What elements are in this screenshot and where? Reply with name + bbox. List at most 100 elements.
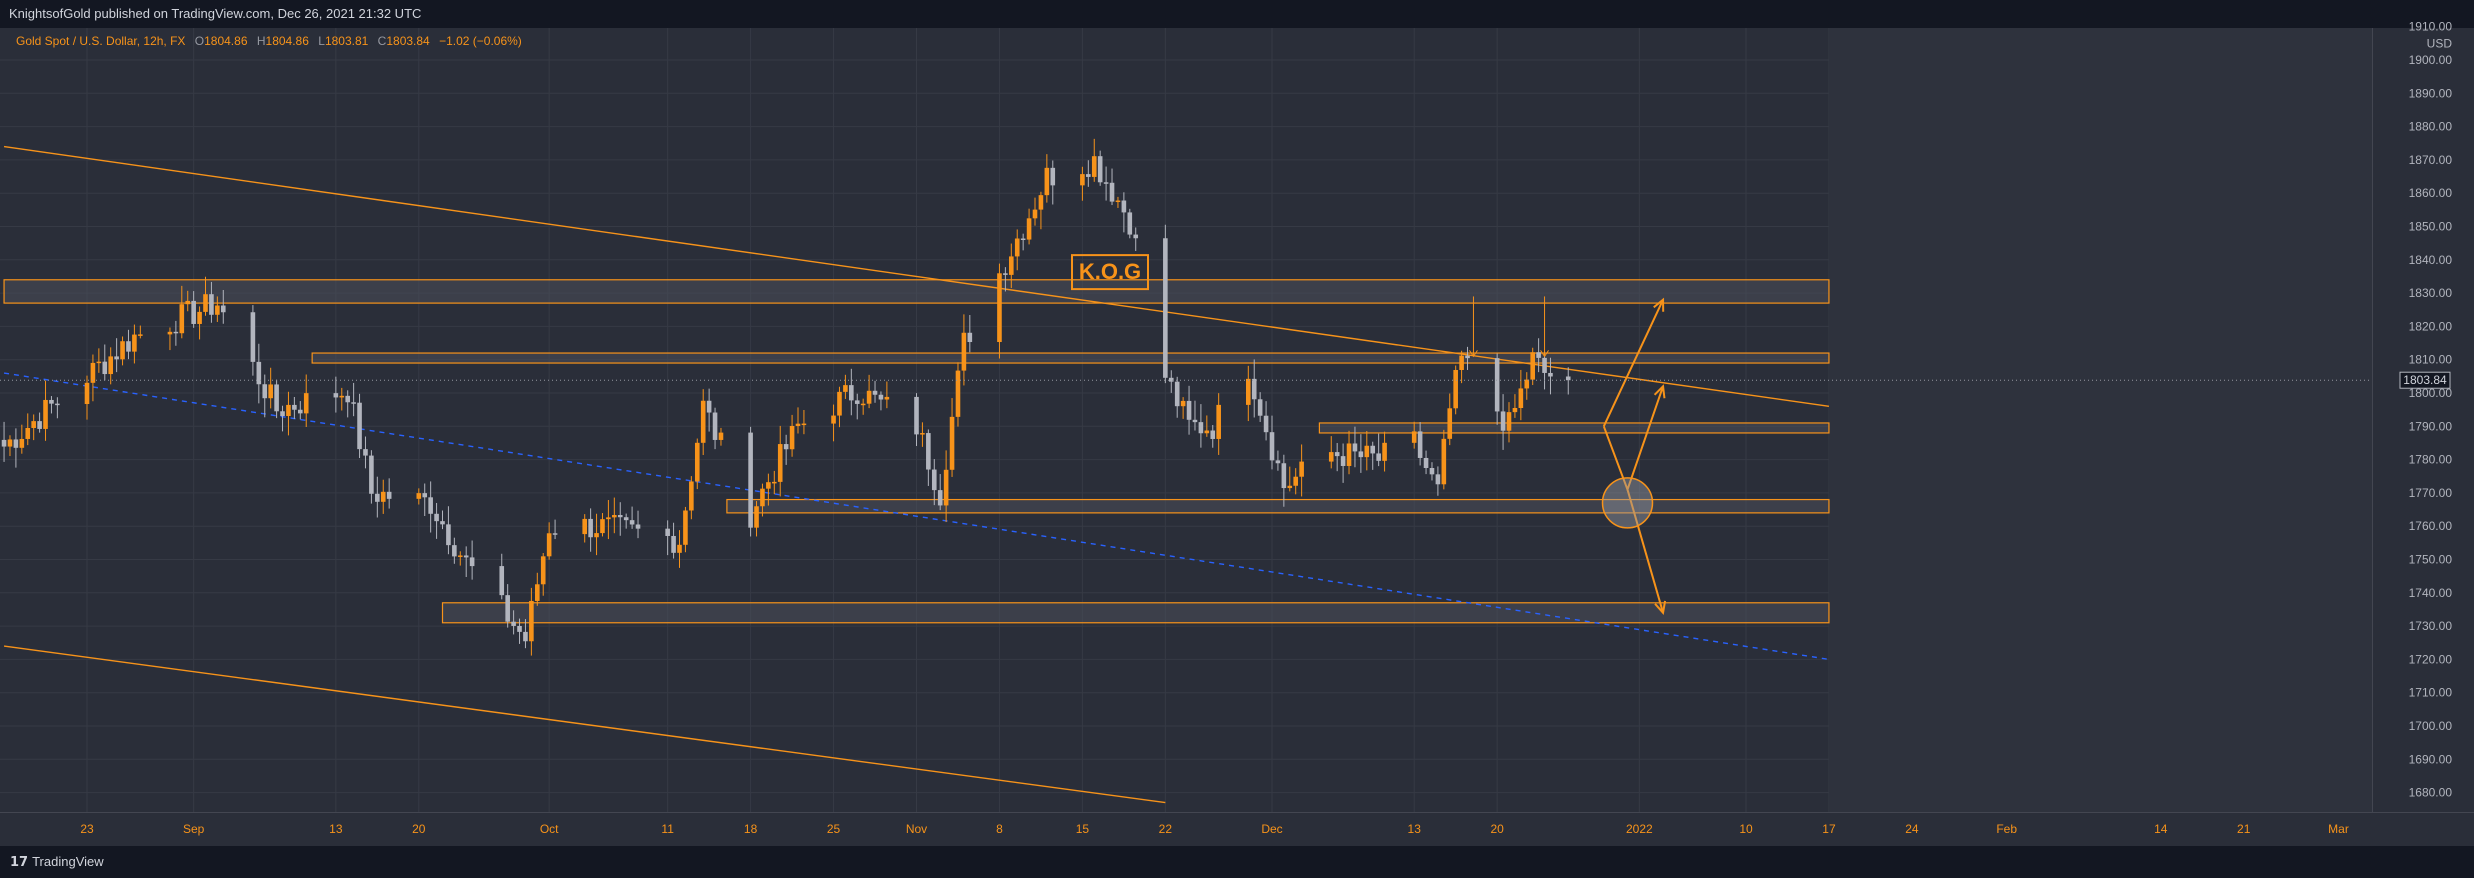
candle [422,483,428,516]
candle-body [1091,156,1097,177]
candle-body [1020,238,1026,241]
candle [1050,160,1056,205]
candle-body [777,444,783,482]
candle-body [25,428,31,439]
candle [754,501,759,537]
candle [665,520,670,556]
price-tick-label: 1790.00 [2409,419,2453,433]
open-label: O [194,34,205,48]
time-tick-label: 20 [1490,822,1504,836]
candle [1494,353,1500,425]
candle-body [588,518,593,538]
projection-path [1602,299,1664,427]
candle [132,324,137,364]
candle [712,407,718,450]
candle [1435,466,1441,496]
candle-body [1328,452,1334,462]
candle [179,285,185,339]
candle [286,391,291,436]
candle-body [13,439,19,448]
candle [292,396,297,419]
candle [43,380,48,441]
candle [1014,229,1020,271]
candle [612,497,617,534]
candle-body [683,510,688,545]
candle-body [1370,445,1376,454]
candle-body [1376,453,1381,461]
candle-body [1204,430,1210,434]
candle [463,546,469,578]
candle-body [505,595,510,622]
price-tick-label: 1760.00 [2409,519,2453,533]
candle [303,374,309,428]
candle-body [582,518,587,535]
candle [1334,443,1340,472]
candle-body [1109,182,1115,202]
candle-body [860,403,866,406]
tradingview-logo[interactable]: 17 TradingView [10,854,104,870]
candle-body [1459,355,1464,370]
candle-body [706,400,712,413]
candle [1133,227,1139,251]
time-tick-label: 18 [744,822,758,836]
candle-body [452,545,457,557]
candle-body [849,385,854,401]
close-value: 1803.84 [386,34,430,48]
trendline [3,372,1830,661]
candle [1411,421,1417,449]
candle [1186,385,1192,435]
price-axis[interactable] [2372,28,2474,812]
candle [789,414,795,457]
candle [914,393,919,447]
candle [375,476,380,518]
time-tick-label: 11 [661,822,674,836]
candle-body [961,332,967,371]
candle-body [369,455,374,494]
candle [1210,425,1216,448]
time-tick-label: 10 [1739,822,1753,836]
candle [90,354,96,402]
candle-body [600,519,605,534]
candle-body [955,370,961,417]
candle [1026,208,1032,245]
time-tick-label: Nov [906,822,927,836]
candle-body [386,491,392,499]
candle-body [1251,378,1257,400]
trendline [3,645,1166,804]
candle-body [37,421,42,429]
candle [1423,450,1429,475]
candle [1364,430,1370,471]
candle [1358,434,1364,473]
last-price-badge [2399,371,2451,389]
candle [1548,357,1553,395]
currency-label: USD [2427,36,2453,50]
candle [843,374,848,399]
candle-body [1429,467,1435,475]
candle [1,421,7,462]
candle-body [380,491,386,502]
candle-body [1352,443,1358,452]
candle-body [422,493,428,498]
candle-body [511,621,516,626]
candle [535,572,540,606]
candle-body [920,433,925,435]
candle-body [499,566,505,596]
price-tick-label: 1810.00 [2409,353,2453,367]
time-axis[interactable] [0,812,2474,846]
time-tick-label: 22 [1159,822,1173,836]
candle [623,513,629,529]
candle-body [280,411,285,416]
candle [540,552,546,596]
candle [215,296,220,322]
top-bar: KnightsofGold published on TradingView.c… [0,0,2474,28]
candle-body [1281,463,1287,489]
future-area [1828,28,2372,812]
time-tick-label: 13 [1408,822,1422,836]
candle [108,347,113,385]
candle [114,338,119,373]
candle-body [256,361,262,385]
tradingview-brand: TradingView [32,854,104,869]
candle-body [1216,404,1221,439]
candle-body [635,524,641,529]
candle-body [766,482,771,489]
